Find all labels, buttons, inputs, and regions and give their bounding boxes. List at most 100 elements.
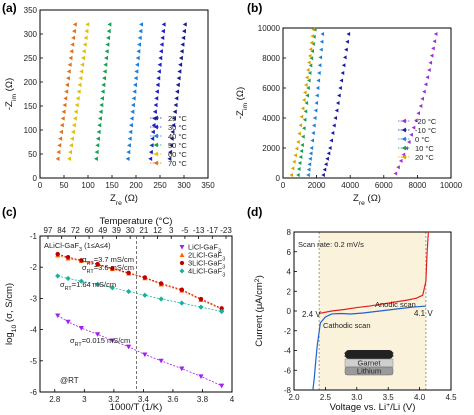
voltage-marker-high: 4.1 V	[414, 309, 433, 318]
data-point	[342, 55, 347, 60]
data-point	[95, 136, 100, 141]
data-point	[65, 75, 70, 81]
data-point	[65, 319, 71, 325]
data-point	[102, 69, 107, 74]
data-point	[125, 156, 130, 161]
y-tick-label: -2	[284, 327, 292, 336]
data-point	[104, 55, 108, 61]
data-point	[171, 123, 176, 128]
x-tick-label: 2.0	[288, 393, 300, 402]
data-point	[311, 131, 315, 135]
data-point	[332, 123, 336, 128]
data-point	[333, 116, 338, 120]
data-point	[393, 171, 398, 176]
data-point	[180, 42, 185, 47]
data-point	[153, 102, 158, 108]
data-point	[71, 28, 76, 34]
data-point	[306, 86, 310, 90]
data-point	[80, 62, 85, 67]
inset-layer-lithium	[344, 366, 394, 376]
data-point	[72, 22, 77, 27]
data-point	[100, 96, 104, 101]
text-span: RT	[75, 342, 83, 348]
data-point	[156, 69, 161, 74]
y-tick-label: 150	[24, 102, 38, 111]
data-point	[299, 149, 304, 153]
voltage-marker-low: 2.4 V	[302, 310, 321, 319]
text-span: σ	[82, 255, 87, 264]
y-tick-label: -4	[30, 326, 38, 335]
data-point	[79, 69, 84, 74]
data-point	[60, 116, 65, 121]
data-point	[309, 56, 314, 61]
y-tick-label: 6	[287, 248, 292, 257]
text-span: RT	[87, 269, 95, 275]
data-point	[302, 117, 307, 122]
top-tick-label: 12	[153, 226, 162, 235]
data-point	[132, 89, 137, 94]
x-axis-label: Zre (Ω)	[353, 193, 381, 207]
y-tick-label: 0	[287, 307, 292, 316]
data-point	[296, 173, 300, 177]
top-tick-label: 3	[169, 226, 174, 235]
data-point	[59, 129, 63, 135]
text-span: +	[386, 402, 390, 409]
plot-frame	[39, 9, 209, 179]
data-point	[340, 71, 345, 75]
data-point	[420, 96, 425, 101]
data-point	[396, 165, 400, 170]
text-span: RT	[65, 286, 73, 292]
data-point	[219, 308, 225, 315]
y-tick-label: -3	[30, 294, 38, 303]
data-point	[75, 96, 80, 101]
data-point	[316, 78, 321, 83]
text-span: 10	[11, 325, 18, 333]
panel-a: 0 50 100 150 200 250 300 350 0 50 100 150 200 250 300 3…	[4, 6, 215, 207]
data-point	[178, 55, 183, 61]
text-span: (Ω)	[365, 193, 381, 204]
data-point	[63, 96, 68, 101]
data-point	[107, 22, 112, 27]
text-span: σ	[70, 336, 75, 345]
data-point	[304, 83, 308, 87]
x-tick-label: 8000	[409, 181, 427, 190]
x-tick-label: 2.8	[49, 395, 61, 404]
data-point	[160, 35, 165, 41]
x-tick-label: 3.5	[383, 393, 395, 402]
y-tick-label: 100	[24, 126, 38, 135]
y-tick-label: 10000	[258, 24, 281, 33]
y-tick-label: -8	[284, 386, 292, 395]
data-point	[130, 109, 135, 114]
text-span: /Li (V)	[390, 402, 415, 413]
data-point	[416, 111, 421, 116]
data-point	[337, 93, 341, 98]
y-tick-label: 8000	[262, 54, 280, 63]
text-span: 4LiCl-GaF	[188, 267, 223, 276]
data-point	[173, 102, 178, 108]
top-tick-label: -13	[193, 226, 205, 235]
data-point	[299, 114, 304, 119]
data-point	[296, 140, 300, 144]
data-point	[96, 129, 101, 135]
data-point	[345, 39, 349, 44]
data-point	[344, 47, 348, 52]
y-tick-label: 300	[24, 30, 38, 39]
panel-label: (a)	[2, 1, 17, 15]
data-point	[338, 86, 342, 90]
panel-label: (d)	[247, 205, 262, 219]
legend-entry: 0 °C	[415, 135, 430, 144]
y-tick-label: -4	[284, 347, 292, 356]
x-tick-label: 350	[201, 181, 215, 190]
data-point	[289, 173, 293, 177]
legend-marker	[153, 133, 158, 139]
text-span: =3.7 mS/cm	[94, 255, 134, 264]
data-point	[414, 118, 418, 123]
data-point	[137, 42, 142, 47]
data-point	[67, 62, 72, 67]
text-span: 2LiCl-GaF	[188, 251, 223, 260]
data-point	[432, 39, 437, 44]
inset-label-garnet: Garnet	[358, 359, 382, 368]
data-point	[126, 143, 131, 148]
top-tick-label: 21	[139, 226, 148, 235]
data-point	[315, 93, 319, 98]
